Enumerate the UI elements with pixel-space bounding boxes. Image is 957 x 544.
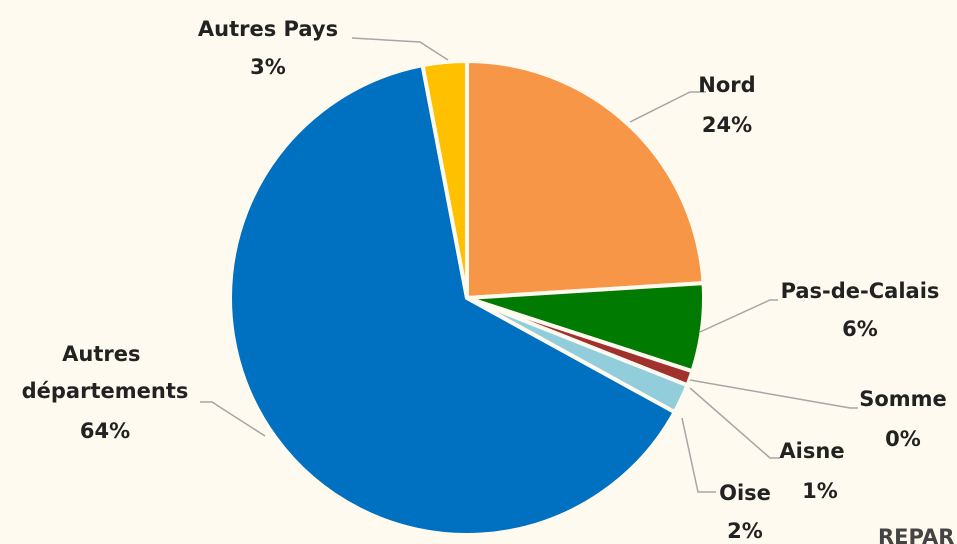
slice-label: Somme xyxy=(859,387,947,411)
slice-label: Pas-de-Calais xyxy=(781,279,940,303)
slice-label: Nord xyxy=(698,73,755,97)
annotation: REPAR xyxy=(878,525,954,544)
pie-slice xyxy=(465,58,706,301)
leader-line xyxy=(689,387,780,459)
slice-label: Autres départements xyxy=(22,342,189,403)
value-label: 0% xyxy=(885,427,921,451)
pie-slice xyxy=(420,58,469,299)
label-line: Autres xyxy=(62,342,148,366)
slice-label: Autres Pays xyxy=(198,17,338,41)
leader-line xyxy=(351,37,449,61)
leader-line xyxy=(629,91,706,123)
value-label: 2% xyxy=(727,519,763,543)
value-label: 3% xyxy=(250,55,286,79)
pie-slice xyxy=(228,62,678,537)
slice-label: Oise xyxy=(719,481,771,505)
slice-label: Aisne xyxy=(779,439,844,463)
value-label: 64% xyxy=(80,419,130,443)
label-line: départements xyxy=(22,379,189,403)
value-label: 1% xyxy=(802,479,838,503)
leader-line xyxy=(699,299,778,333)
leader-line xyxy=(681,417,716,493)
leader-line xyxy=(200,401,266,437)
value-label: 24% xyxy=(702,113,752,137)
value-label: 6% xyxy=(842,317,878,341)
leader-line xyxy=(689,379,858,409)
